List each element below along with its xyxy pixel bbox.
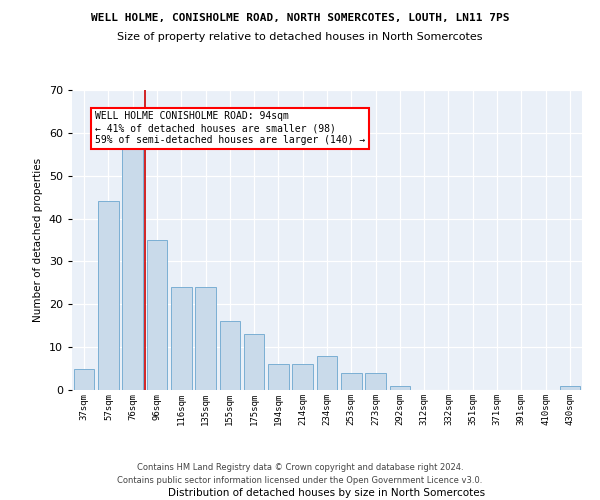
Text: WELL HOLME CONISHOLME ROAD: 94sqm
← 41% of detached houses are smaller (98)
59% : WELL HOLME CONISHOLME ROAD: 94sqm ← 41% … [95, 112, 365, 144]
Bar [220, 322, 240, 390]
Text: Contains HM Land Registry data © Crown copyright and database right 2024.: Contains HM Land Registry data © Crown c… [137, 464, 463, 472]
Bar [560, 386, 580, 390]
Bar [292, 364, 313, 390]
Bar [74, 368, 94, 390]
Bar [171, 287, 191, 390]
Bar [98, 202, 119, 390]
Bar [122, 137, 143, 390]
Bar [244, 334, 265, 390]
Text: WELL HOLME, CONISHOLME ROAD, NORTH SOMERCOTES, LOUTH, LN11 7PS: WELL HOLME, CONISHOLME ROAD, NORTH SOMER… [91, 12, 509, 22]
Bar [317, 356, 337, 390]
Bar [268, 364, 289, 390]
Bar [389, 386, 410, 390]
Bar [341, 373, 362, 390]
Text: Size of property relative to detached houses in North Somercotes: Size of property relative to detached ho… [117, 32, 483, 42]
Bar [195, 287, 216, 390]
Text: Contains public sector information licensed under the Open Government Licence v3: Contains public sector information licen… [118, 476, 482, 485]
Bar [365, 373, 386, 390]
Y-axis label: Number of detached properties: Number of detached properties [33, 158, 43, 322]
X-axis label: Distribution of detached houses by size in North Somercotes: Distribution of detached houses by size … [169, 488, 485, 498]
Bar [146, 240, 167, 390]
